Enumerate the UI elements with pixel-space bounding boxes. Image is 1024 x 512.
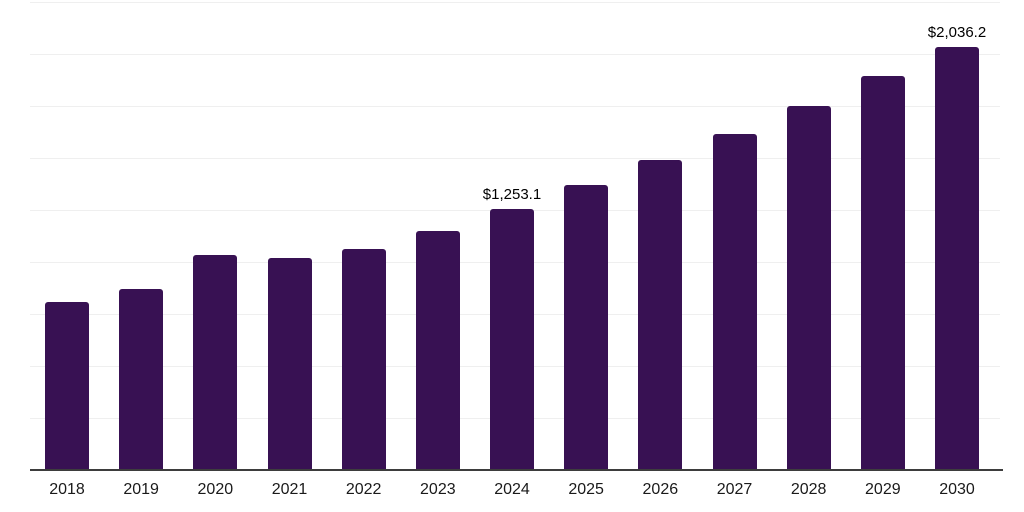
x-tick-label-2022: 2022 bbox=[345, 481, 382, 498]
x-tick-label-2020: 2020 bbox=[197, 481, 234, 498]
gridline bbox=[30, 106, 1000, 107]
gridline bbox=[30, 54, 1000, 55]
gridline bbox=[30, 2, 1000, 3]
x-tick-label-2030: 2030 bbox=[939, 481, 975, 498]
x-tick-label-2029: 2029 bbox=[865, 481, 901, 498]
bar-2025 bbox=[564, 185, 609, 470]
x-tick-label-2023: 2023 bbox=[420, 481, 456, 498]
bar-value-label-2024: $1,253.1 bbox=[482, 186, 542, 204]
x-tick-label-2028: 2028 bbox=[790, 481, 827, 498]
x-tick-label-2019: 2019 bbox=[123, 481, 159, 498]
x-tick-label-2026: 2026 bbox=[642, 481, 679, 498]
bar-2029 bbox=[860, 75, 905, 470]
x-tick-label-2018: 2018 bbox=[49, 481, 85, 498]
bar-2019 bbox=[119, 288, 164, 470]
x-tick-label-2021: 2021 bbox=[271, 481, 308, 498]
bar-2020 bbox=[193, 254, 238, 470]
bar-2027 bbox=[712, 134, 757, 470]
bar-2030 bbox=[935, 46, 979, 470]
bar-2026 bbox=[638, 160, 683, 470]
bar-2024 bbox=[490, 209, 534, 470]
bar-2021 bbox=[267, 257, 312, 470]
bar-2022 bbox=[341, 249, 386, 470]
bar-value-label-2030: $2,036.2 bbox=[927, 23, 987, 41]
bar-2018 bbox=[45, 302, 89, 470]
x-tick-label-2025: 2025 bbox=[568, 481, 604, 498]
gridline bbox=[30, 158, 1000, 159]
bar-2023 bbox=[415, 230, 460, 470]
x-tick-label-2024: 2024 bbox=[494, 481, 530, 498]
bar-2028 bbox=[786, 105, 831, 470]
x-axis-line bbox=[30, 469, 1003, 471]
x-tick-label-2027: 2027 bbox=[716, 481, 753, 498]
